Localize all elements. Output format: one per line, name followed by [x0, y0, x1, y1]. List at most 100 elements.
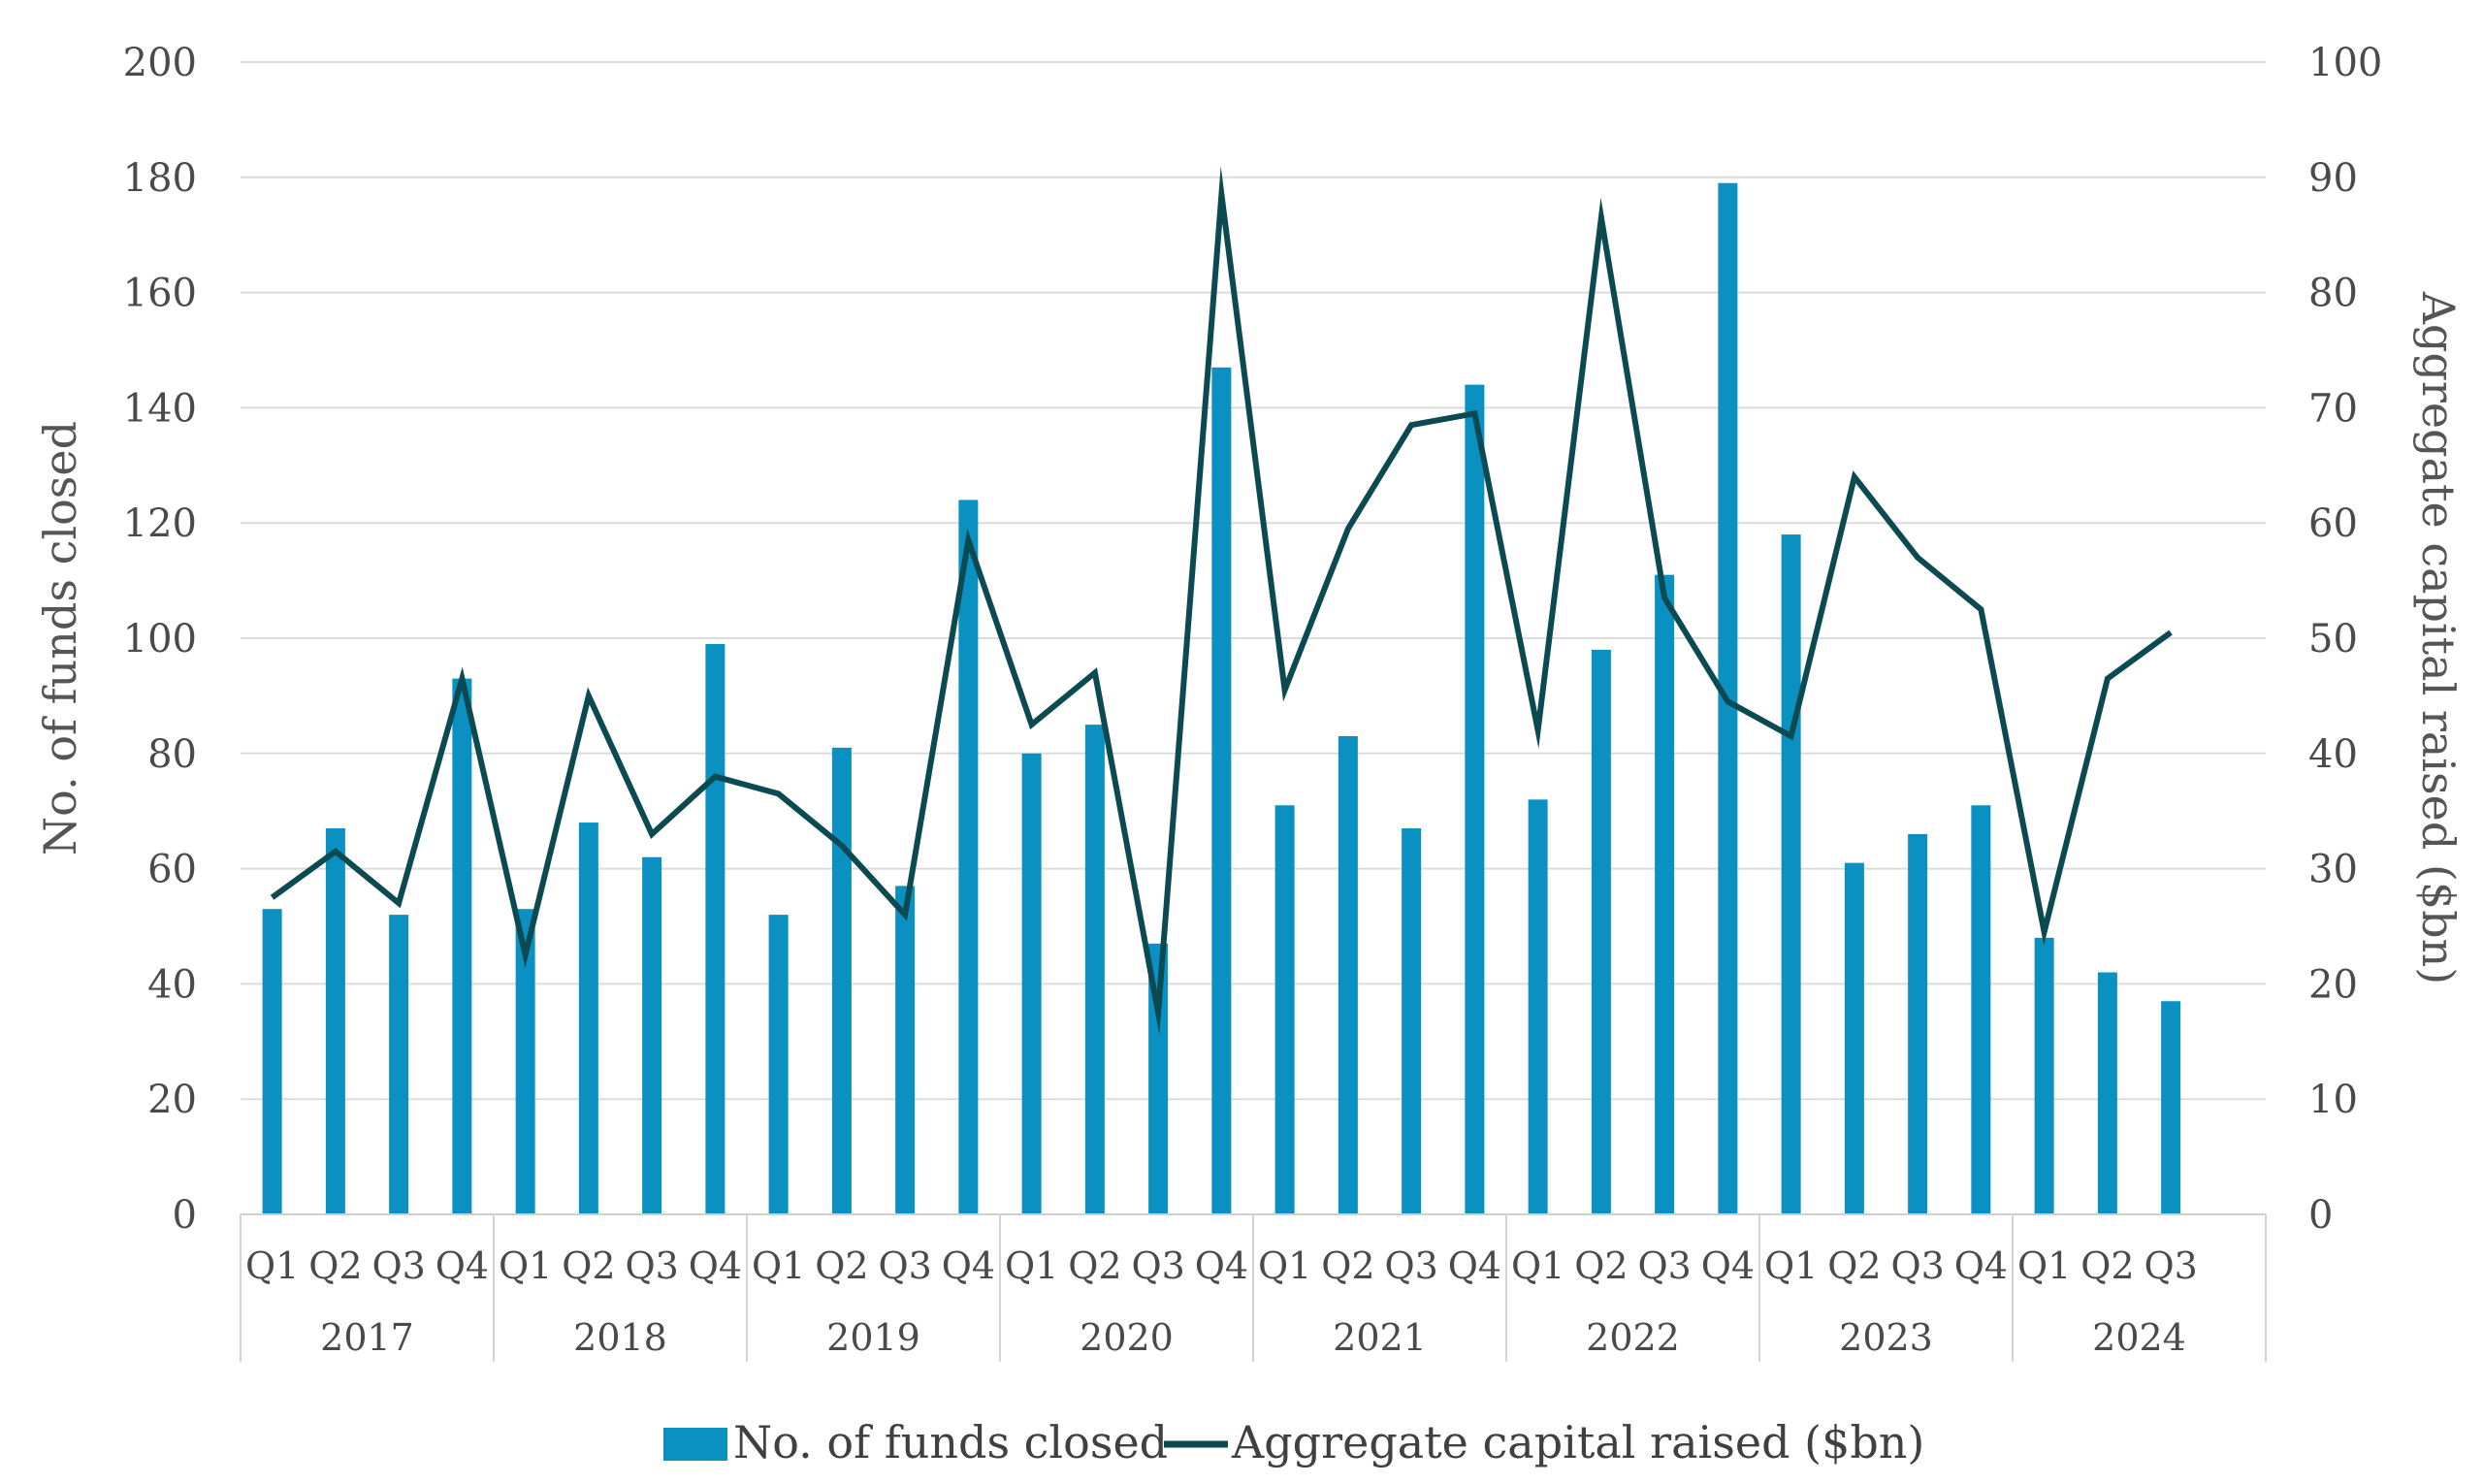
left-tick-label: 80: [147, 732, 197, 777]
bar: [768, 915, 789, 1214]
right-tick-label: 80: [2308, 272, 2358, 316]
line-series: [270, 166, 2173, 1036]
left-tick-label: 0: [173, 1193, 197, 1238]
quarter-label: Q4: [942, 1244, 995, 1287]
bar: [1528, 799, 1548, 1214]
bar: [1591, 649, 1611, 1214]
bar: [1084, 725, 1105, 1214]
right-tick-label: 70: [2308, 386, 2358, 431]
quarter-label: Q3: [1890, 1244, 1944, 1287]
bar: [578, 823, 598, 1214]
bar: [895, 886, 916, 1214]
legend-bar-swatch: [663, 1428, 727, 1461]
bar-series: [262, 182, 2181, 1215]
x-axis: Q1 Q2 Q3 Q4 Q1 Q2 Q3 Q4 Q1 Q2 Q3 Q4 Q1 Q2 Q3 Q4 Q1 Q2 Q3 Q4…: [240, 1213, 2267, 1362]
bar: [1844, 862, 1864, 1214]
legend-bar-label: No. of funds closed: [733, 1416, 1168, 1468]
bar: [1402, 828, 1422, 1214]
quarter-label: Q2: [1321, 1244, 1374, 1287]
bar: [2161, 1001, 2181, 1214]
right-tick-label: 30: [2308, 848, 2358, 892]
bar: [1781, 534, 1801, 1214]
bar: [1211, 367, 1232, 1214]
quarter-label: Q2: [1068, 1244, 1121, 1287]
bar: [452, 678, 472, 1214]
bar: [1971, 805, 1991, 1214]
bar: [1908, 833, 1928, 1214]
quarter-label: Q3: [1384, 1244, 1437, 1287]
quarter-label: Q2: [815, 1244, 868, 1287]
quarter-label: Q3: [371, 1244, 425, 1287]
year-label: 2020: [1080, 1316, 1174, 1359]
year-label: 2019: [826, 1316, 920, 1359]
quarter-label: Q4: [689, 1244, 742, 1287]
left-tick-label: 200: [123, 41, 197, 85]
left-tick-label: 120: [123, 501, 197, 546]
right-tick-label: 0: [2308, 1193, 2333, 1238]
left-tick-label: 140: [123, 386, 197, 431]
quarter-label: Q1: [2017, 1244, 2071, 1287]
year-label: 2018: [573, 1316, 667, 1359]
quarter-label: Q1: [1511, 1244, 1564, 1287]
line-series-path: [270, 166, 2173, 1036]
bar: [262, 909, 282, 1214]
quarter-label: Q1: [1258, 1244, 1311, 1287]
quarter-label: Q2: [1827, 1244, 1881, 1287]
legend: No. of funds closed Aggregate capital ra…: [663, 1416, 1924, 1468]
right-tick-label: 50: [2308, 617, 2358, 661]
right-tick-label: 90: [2308, 156, 2358, 201]
quarter-label: Q1: [1005, 1244, 1058, 1287]
quarter-label: Q4: [1195, 1244, 1248, 1287]
right-tick-label: 60: [2308, 501, 2358, 546]
quarter-label: Q2: [308, 1244, 362, 1287]
bar: [2097, 972, 2117, 1214]
bar: [2034, 937, 2054, 1214]
right-axis-title: Aggregate capital raised ($bn): [2412, 291, 2465, 984]
left-axis-ticks: 0 20 40 60 80 100 120 140 160 180 200: [123, 41, 197, 1238]
quarter-label: Q4: [435, 1244, 489, 1287]
year-label: 2021: [1333, 1316, 1427, 1359]
gridlines: [241, 61, 2266, 1215]
bar: [958, 500, 979, 1214]
bar: [642, 856, 662, 1214]
quarter-label: Q1: [245, 1244, 299, 1287]
left-tick-label: 60: [147, 848, 197, 892]
quarter-label: Q2: [562, 1244, 615, 1287]
right-tick-label: 40: [2308, 732, 2358, 777]
quarter-label: Q1: [1764, 1244, 1818, 1287]
bar: [515, 909, 535, 1214]
bar: [1021, 753, 1042, 1214]
bar: [1655, 574, 1675, 1214]
right-axis-ticks: 0 10 20 30 40 50 60 70 80 90 100: [2308, 41, 2382, 1238]
legend-line-label: Aggregate capital raised ($bn): [1231, 1416, 1924, 1468]
quarter-label: Q3: [1637, 1244, 1691, 1287]
quarter-label: Q2: [1574, 1244, 1628, 1287]
year-label: 2017: [320, 1316, 414, 1359]
left-tick-label: 20: [147, 1078, 197, 1122]
bar: [1338, 735, 1358, 1214]
bar: [1465, 384, 1485, 1214]
year-label: 2023: [1839, 1316, 1933, 1359]
quarter-label: Q3: [878, 1244, 931, 1287]
quarter-label: Q3: [625, 1244, 678, 1287]
bar: [1274, 805, 1295, 1214]
bar: [389, 915, 409, 1214]
left-tick-label: 100: [123, 617, 197, 661]
year-label: 2022: [1586, 1316, 1680, 1359]
bar: [831, 747, 852, 1214]
quarter-label: Q1: [752, 1244, 805, 1287]
quarter-label: Q4: [1448, 1244, 1501, 1287]
quarter-label: Q3: [2144, 1244, 2197, 1287]
left-axis-title: No. of funds closed: [34, 421, 86, 855]
quarter-label: Q1: [499, 1244, 552, 1287]
left-tick-label: 180: [123, 156, 197, 201]
quarter-label: Q4: [1701, 1244, 1755, 1287]
right-tick-label: 100: [2308, 41, 2382, 85]
quarter-label: Q3: [1131, 1244, 1184, 1287]
bar: [1148, 943, 1169, 1214]
bar: [705, 643, 726, 1214]
year-label: 2024: [2092, 1316, 2186, 1359]
right-tick-label: 10: [2308, 1078, 2358, 1122]
bar: [325, 828, 345, 1214]
